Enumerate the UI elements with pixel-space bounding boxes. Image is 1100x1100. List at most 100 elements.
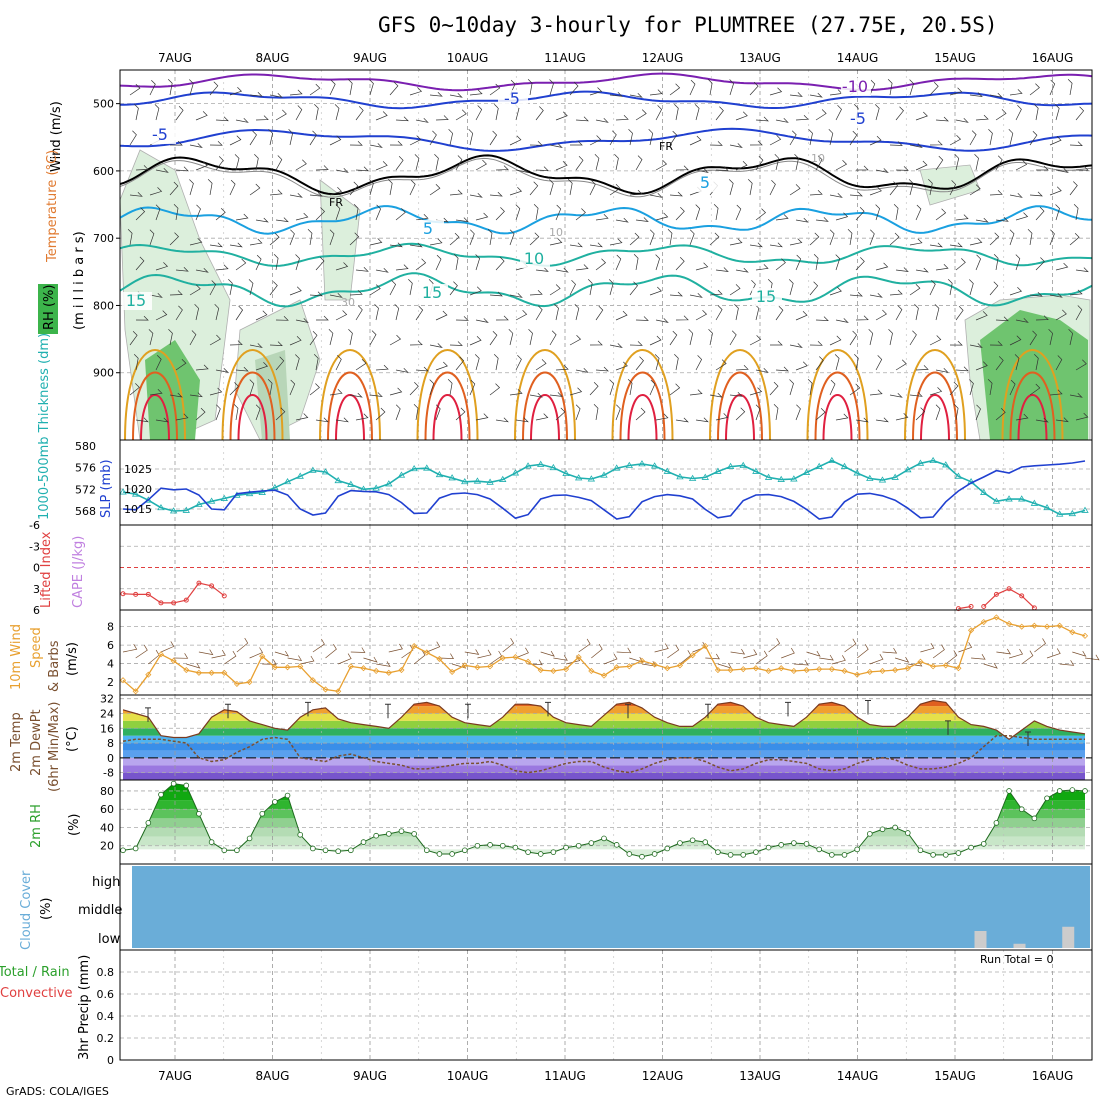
wind-barb <box>135 417 149 423</box>
surface-barb <box>312 638 325 653</box>
humidity-point <box>651 851 658 857</box>
thickness-point <box>144 496 153 503</box>
warm-contour <box>619 371 666 441</box>
wind-speed-point <box>892 666 899 674</box>
wind-barb <box>133 353 139 371</box>
wind-barb <box>689 293 703 298</box>
wind-barb <box>715 359 727 371</box>
warm-contour <box>806 349 869 441</box>
wind-barb <box>275 356 285 371</box>
humidity-point <box>727 852 734 858</box>
wind-barb <box>289 286 302 296</box>
wind-barb <box>315 165 329 171</box>
humidity-point <box>1006 788 1012 794</box>
slp-tick-label: 1015 <box>124 503 152 516</box>
lifted-index-line <box>983 588 1035 609</box>
wind-barb <box>529 181 539 196</box>
wind-barb <box>789 238 803 246</box>
humidity-point <box>246 835 253 842</box>
wind-barb <box>769 135 782 146</box>
thickness-point <box>1068 509 1077 517</box>
wind-barb <box>229 382 239 396</box>
humidity-point <box>474 842 481 849</box>
wind-barb <box>735 204 742 221</box>
thickness-tick-label: 576 <box>75 462 96 475</box>
wind-barb <box>1073 203 1079 221</box>
wind-barb <box>355 413 369 421</box>
precip-grid <box>120 950 1092 1060</box>
wind-barb <box>175 266 189 272</box>
wind-barb <box>309 83 321 96</box>
run-total-label: Run Total = 0 <box>980 953 1054 966</box>
wind-barb <box>874 104 880 121</box>
humidity-point <box>310 845 316 852</box>
wind-barb <box>570 140 583 146</box>
wind-barb <box>1029 83 1040 96</box>
wind-barb <box>527 78 533 96</box>
wind-barb <box>855 315 869 321</box>
wind-barb <box>489 191 503 197</box>
contour-label-bg <box>841 78 871 96</box>
wind-speed-point <box>221 669 228 676</box>
wind-barb <box>369 392 383 397</box>
wind-barb <box>589 180 596 196</box>
wind-barb <box>549 179 554 196</box>
warm-contour <box>132 371 178 441</box>
wind-barb <box>675 417 689 423</box>
wind-barb <box>709 289 723 296</box>
humidity-point <box>335 848 341 855</box>
freezing-level <box>119 154 1093 196</box>
wind-barb <box>895 305 903 321</box>
thickness-point <box>296 472 304 479</box>
humidity-point <box>234 847 240 854</box>
wind-barb <box>289 229 295 246</box>
wind-barb <box>875 309 887 321</box>
wind-speed-point <box>487 663 494 670</box>
wind-barb <box>615 310 628 321</box>
wind-barb <box>869 292 883 298</box>
li-tick-label: -6 <box>29 519 40 532</box>
wind-barb <box>788 279 794 296</box>
wind-barb <box>669 291 683 297</box>
surface-barb <box>477 649 492 659</box>
wind-barb <box>869 79 876 96</box>
wind-speed-point <box>537 666 544 674</box>
wind-barb <box>975 311 988 321</box>
wind-barb <box>835 318 849 323</box>
wind-speed-point <box>208 669 215 676</box>
thickness-point <box>549 463 558 471</box>
freezing-level-shadow <box>119 157 1093 198</box>
temperature-contours <box>119 72 1093 441</box>
thickness-point <box>790 475 798 482</box>
wind-barb <box>735 267 749 273</box>
thickness-point <box>726 462 735 469</box>
minmax-label: (6hr Min/Max) <box>47 702 62 792</box>
wind-barb <box>649 229 655 246</box>
wind-barb <box>129 130 137 146</box>
surface-barb <box>401 644 414 659</box>
wind-speed-point <box>183 666 190 674</box>
wind-speed-point <box>309 677 316 684</box>
credit-label: GrADS: COLA/IGES <box>6 1085 109 1098</box>
wind-barb <box>694 104 700 121</box>
wind-barb <box>369 238 383 246</box>
rh-region-moist <box>980 310 1088 440</box>
wind-barb <box>535 267 549 272</box>
wind-barb <box>835 413 849 421</box>
wind-barb <box>169 181 179 196</box>
thickness-slp-grid <box>120 440 1092 525</box>
surface-wind-panel: 2 4 6 8 10m Wind Speed & Barbs (m/s) <box>9 609 1100 696</box>
wind-barb <box>795 254 802 271</box>
wind-barb <box>1075 359 1087 371</box>
thickness-point <box>562 469 570 477</box>
wind-speed-point <box>360 665 367 672</box>
pressure-axis: 500 600 700 800 900 <box>93 98 120 380</box>
top-date-label: 10AUG <box>447 51 489 65</box>
wind-barb <box>854 353 859 371</box>
wind-barb <box>209 334 221 346</box>
wind-barb <box>316 315 329 321</box>
wind-barb <box>895 106 904 121</box>
wind-barb <box>495 256 505 271</box>
wind-barb <box>409 382 419 396</box>
wind-speed-point <box>689 652 696 659</box>
